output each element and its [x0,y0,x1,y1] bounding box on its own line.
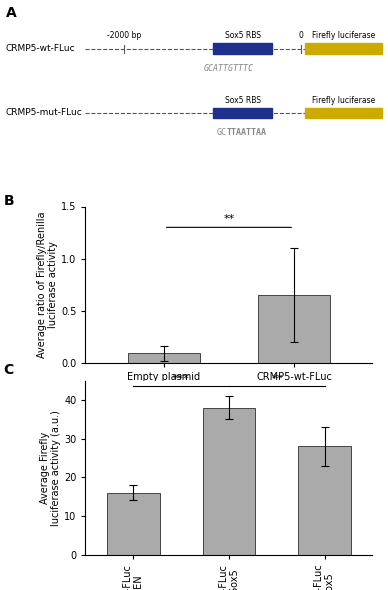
Y-axis label: Average Firefly
luciferase activity (a.u.): Average Firefly luciferase activity (a.u… [40,409,61,526]
Y-axis label: Average ratio of Firefly/Renilla
luciferase activity: Average ratio of Firefly/Renilla lucifer… [36,211,58,358]
Bar [258,295,330,363]
Text: GC: GC [217,128,227,137]
Bar [203,408,255,555]
Bar [305,43,382,54]
Text: CRMP5-wt-FLuc: CRMP5-wt-FLuc [6,44,75,53]
Bar [128,353,199,363]
Text: -2000 bp: -2000 bp [107,31,141,40]
Text: A: A [6,6,17,20]
Text: Firefly luciferase: Firefly luciferase [312,96,375,104]
Text: **: ** [223,214,234,224]
Text: C: C [3,363,14,377]
Bar [213,43,272,54]
Text: **: ** [271,375,282,385]
Text: CRMP5-mut-FLuc: CRMP5-mut-FLuc [6,109,83,117]
Text: TTAATTAA: TTAATTAA [227,128,267,137]
Bar [298,446,351,555]
Bar [213,107,272,118]
Text: Sox5 RBS: Sox5 RBS [225,96,260,104]
Text: 0: 0 [298,31,303,40]
Text: ***: *** [173,375,189,385]
Text: Firefly luciferase: Firefly luciferase [312,31,375,40]
Bar [107,493,159,555]
Text: B: B [3,194,14,208]
Text: Sox5 RBS: Sox5 RBS [225,31,260,40]
Text: GCATTGTTTC: GCATTGTTTC [204,64,254,73]
Bar [305,107,382,118]
